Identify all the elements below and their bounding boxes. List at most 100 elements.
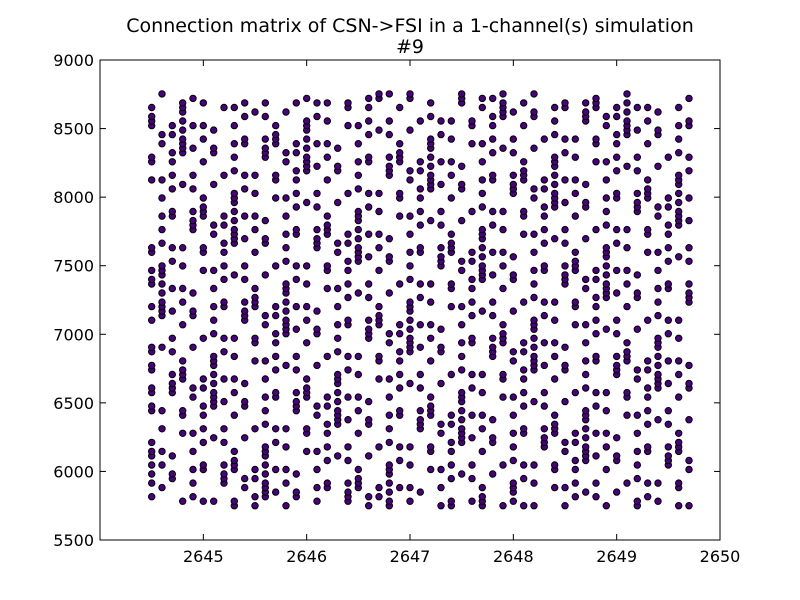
data-point: [189, 171, 197, 180]
data-point: [664, 194, 672, 202]
data-point: [230, 225, 239, 234]
data-point: [323, 479, 331, 487]
data-point: [509, 479, 517, 487]
data-point: [613, 434, 621, 442]
data-point: [489, 171, 497, 180]
data-point: [571, 321, 579, 329]
data-point: [416, 343, 424, 351]
data-point: [406, 298, 414, 306]
data-point: [292, 225, 300, 234]
data-point: [272, 339, 280, 347]
data-point: [230, 411, 239, 419]
data-point: [499, 248, 507, 257]
data-point: [602, 207, 610, 216]
data-point: [592, 352, 600, 361]
data-point: [602, 271, 610, 279]
data-point: [189, 429, 197, 437]
data-point: [644, 185, 652, 193]
data-point: [644, 443, 652, 451]
data-point: [282, 465, 290, 474]
data-point: [602, 465, 610, 474]
data-point: [499, 461, 507, 469]
data-point: [344, 99, 352, 107]
data-point: [303, 144, 311, 152]
data-point: [323, 420, 331, 428]
data-point: [251, 425, 259, 433]
data-point: [437, 483, 445, 492]
data-point: [272, 465, 280, 474]
data-point: [571, 429, 579, 437]
data-point: [675, 357, 683, 365]
data-point: [613, 153, 621, 161]
data-point: [592, 135, 600, 143]
data-point: [592, 479, 600, 487]
data-point: [416, 293, 424, 302]
data-point: [416, 321, 424, 329]
data-point: [633, 325, 641, 333]
data-point: [540, 298, 548, 306]
data-point: [272, 130, 280, 139]
data-point: [509, 443, 517, 451]
data-point: [272, 330, 280, 338]
data-point: [261, 479, 269, 487]
data-point: [344, 121, 352, 130]
data-point: [602, 502, 610, 510]
data-point: [489, 470, 497, 478]
data-point: [303, 384, 311, 392]
data-point: [365, 253, 373, 261]
data-point: [303, 94, 311, 103]
data-point: [406, 334, 414, 342]
data-point: [633, 289, 641, 297]
data-point: [509, 429, 517, 437]
data-point: [468, 334, 476, 342]
data-point: [468, 474, 476, 483]
data-point: [385, 479, 393, 487]
data-point: [334, 321, 342, 329]
data-point: [623, 411, 631, 419]
data-point: [654, 203, 662, 211]
data-point: [230, 447, 239, 456]
data-point: [241, 434, 249, 442]
data-point: [623, 244, 631, 252]
data-point: [210, 266, 218, 275]
data-point: [261, 393, 269, 401]
data-point: [303, 375, 311, 383]
data-point: [406, 316, 414, 324]
data-point: [210, 284, 218, 293]
data-point: [158, 239, 166, 247]
data-point: [613, 330, 621, 338]
data-point: [447, 158, 455, 166]
data-point: [220, 375, 228, 383]
data-point: [148, 316, 156, 324]
data-point: [251, 293, 259, 302]
data-point: [241, 298, 249, 306]
data-point: [344, 257, 352, 265]
data-point: [148, 176, 156, 184]
data-point: [168, 207, 177, 216]
data-point: [365, 502, 373, 510]
data-point: [365, 189, 373, 198]
data-point: [551, 117, 559, 125]
data-point: [189, 479, 197, 487]
data-point: [344, 266, 352, 275]
data-point: [241, 135, 249, 143]
data-point: [344, 416, 352, 424]
data-point: [385, 339, 393, 347]
data-point: [210, 330, 218, 338]
data-point: [664, 230, 672, 238]
data-point: [251, 189, 259, 198]
data-point: [282, 158, 290, 166]
data-point: [561, 438, 569, 447]
data-point: [210, 388, 218, 397]
data-point: [230, 103, 239, 112]
data-point: [282, 230, 290, 238]
data-point: [323, 140, 331, 148]
y-tick-label: 8500: [53, 120, 94, 139]
data-point: [261, 443, 269, 451]
data-point: [375, 375, 383, 383]
data-point: [168, 185, 177, 193]
data-point: [644, 248, 652, 257]
data-point: [633, 167, 641, 175]
data-point: [375, 302, 383, 311]
data-point: [458, 321, 466, 329]
